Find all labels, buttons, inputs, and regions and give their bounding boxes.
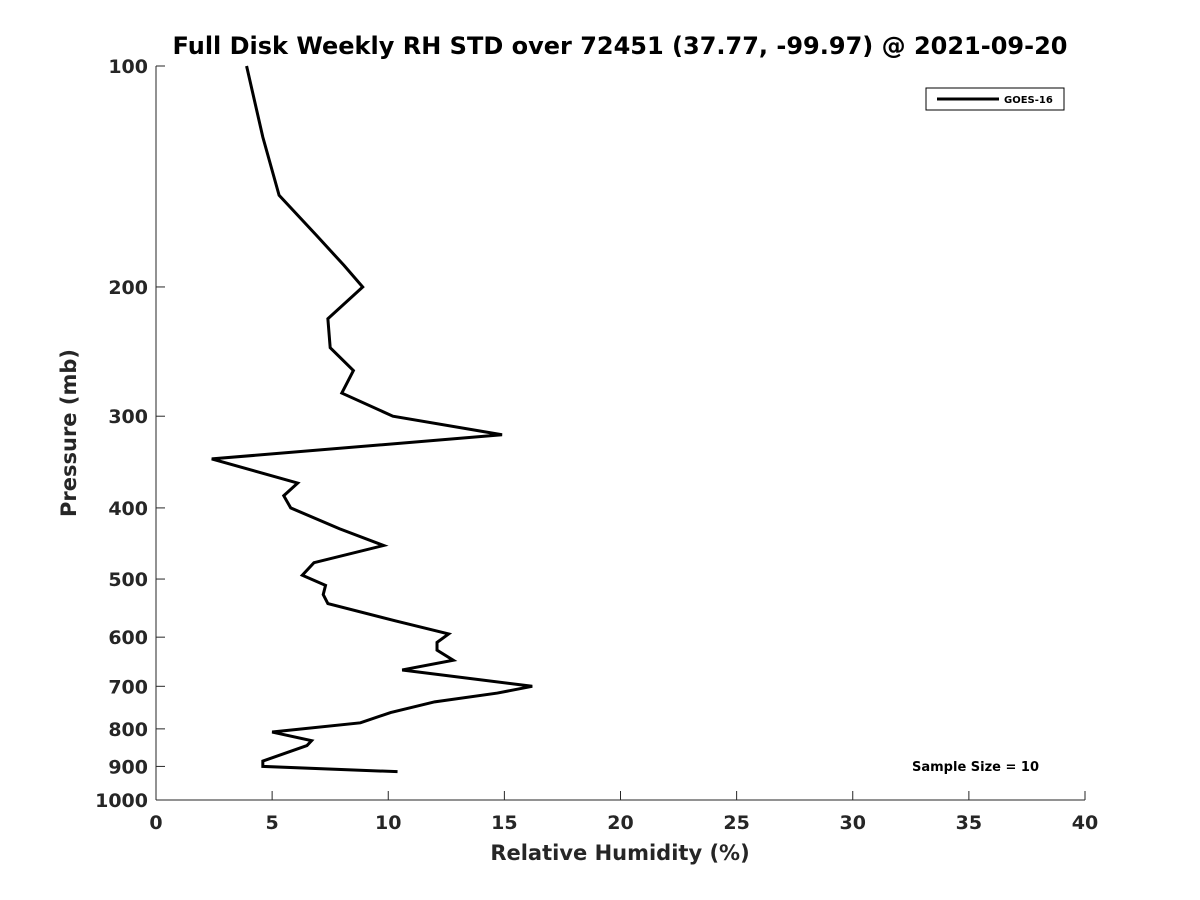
y-tick-label: 100 — [108, 56, 148, 78]
sample-size-annotation: Sample Size = 10 — [912, 760, 1039, 775]
y-tick-label: 500 — [108, 569, 148, 591]
x-tick-label: 40 — [1072, 812, 1098, 834]
chart-title: Full Disk Weekly RH STD over 72451 (37.7… — [173, 32, 1068, 60]
y-tick-label: 600 — [108, 627, 148, 649]
x-tick-label: 5 — [266, 812, 279, 834]
y-tick-label: 900 — [108, 756, 148, 778]
legend: GOES-16 — [925, 87, 1065, 111]
y-tick-label: 800 — [108, 719, 148, 741]
legend-label-goes-16: GOES-16 — [1004, 95, 1053, 106]
y-tick-label: 400 — [108, 498, 148, 520]
x-tick-label: 10 — [375, 812, 401, 834]
x-axis-label: Relative Humidity (%) — [490, 841, 749, 865]
y-axis: 100 200 300 400 500 600 700 800 900 1000 — [95, 56, 165, 812]
x-tick-label: 20 — [607, 812, 633, 834]
x-tick-label: 25 — [723, 812, 749, 834]
y-tick-label: 1000 — [95, 790, 148, 812]
y-tick-label: 200 — [108, 277, 148, 299]
x-tick-label: 15 — [491, 812, 517, 834]
y-axis-label: Pressure (mb) — [57, 349, 81, 517]
y-tick-label: 300 — [108, 406, 148, 428]
series-layer — [211, 65, 533, 774]
x-tick-label: 30 — [840, 812, 866, 834]
x-axis: 0 5 10 15 20 25 30 35 40 — [149, 791, 1098, 834]
x-tick-label: 35 — [956, 812, 982, 834]
x-tick-label: 0 — [149, 812, 162, 834]
y-tick-label: 700 — [108, 676, 148, 698]
series-line-goes-16 — [211, 65, 533, 774]
